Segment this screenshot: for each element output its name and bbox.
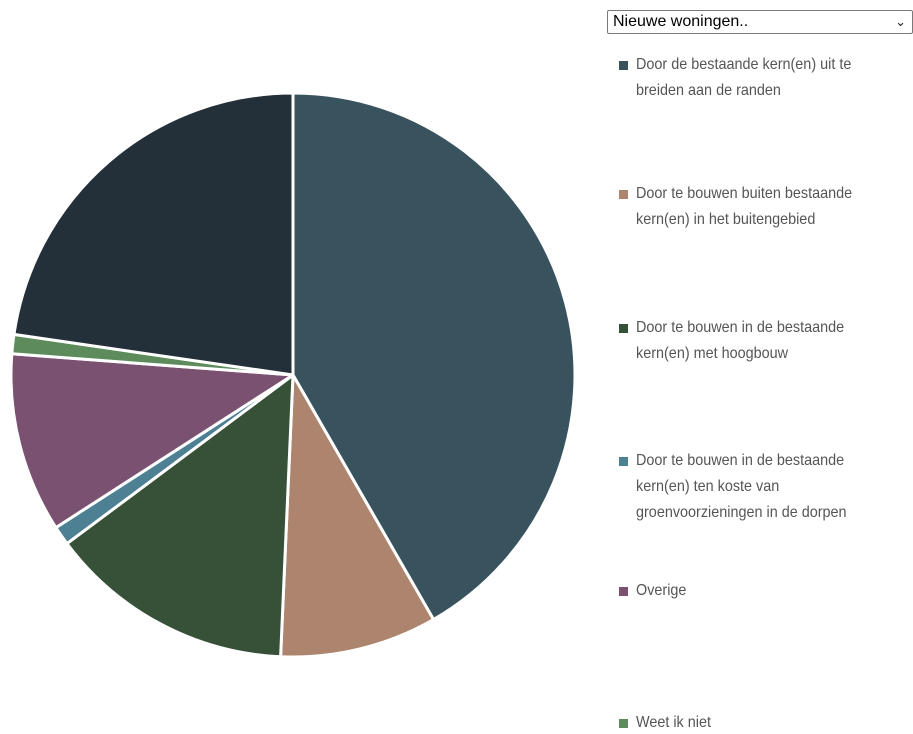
legend-swatch <box>619 190 628 199</box>
legend-item[interactable]: Overige <box>619 578 909 604</box>
pie-slice[interactable] <box>12 91 295 377</box>
legend-label: Overige <box>636 582 687 599</box>
question-dropdown[interactable]: Nieuwe woningen.. ⌄ <box>607 10 913 34</box>
pie-slice[interactable] <box>65 373 295 659</box>
legend-label: Door te bouwen in de bestaande kern(en) … <box>636 319 845 362</box>
legend-label: Weet ik niet <box>636 714 711 731</box>
legend-item[interactable]: Door te bouwen in de bestaande kern(en) … <box>619 315 909 367</box>
legend-item[interactable]: Weet ik niet <box>619 710 909 734</box>
legend-item[interactable]: Door de bestaande kern(en) uit te breide… <box>619 52 909 104</box>
pie-slice[interactable] <box>279 373 435 659</box>
dropdown-selected-value: Nieuwe woningen.. <box>613 13 749 30</box>
legend-swatch <box>619 324 628 333</box>
legend-swatch <box>619 587 628 596</box>
pie-chart <box>9 91 577 659</box>
chevron-down-icon[interactable]: ⌄ <box>895 14 906 29</box>
legend-swatch <box>619 61 628 70</box>
legend-swatch <box>619 719 628 728</box>
pie-slice[interactable] <box>9 352 295 530</box>
legend-item[interactable]: Door te bouwen in de bestaande kern(en) … <box>619 448 909 526</box>
legend-swatch <box>619 457 628 466</box>
legend-label: Door te bouwen in de bestaande kern(en) … <box>636 452 847 521</box>
pie-slice[interactable] <box>291 91 577 622</box>
legend-label: Door te bouwen buiten bestaande kern(en)… <box>636 185 853 228</box>
legend-item[interactable]: Door te bouwen buiten bestaande kern(en)… <box>619 181 909 233</box>
legend-label: Door de bestaande kern(en) uit te breide… <box>636 56 852 99</box>
